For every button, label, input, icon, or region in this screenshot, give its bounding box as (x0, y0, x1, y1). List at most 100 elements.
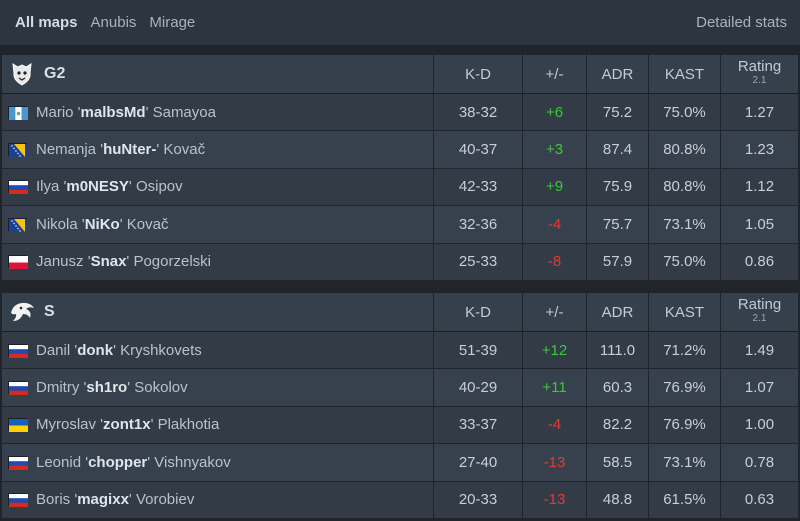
player-row: Janusz 'Snax' Pogorzelski 25-33 -8 57.9 75.0… (2, 243, 798, 281)
player-name-link[interactable]: Boris 'magixx' Vorobiev (36, 491, 194, 508)
rating-version: 2.1 (752, 313, 767, 324)
rating-label: Rating (737, 296, 782, 313)
rating-value: 1.00 (720, 406, 798, 444)
ru-flag-icon (8, 180, 28, 195)
adr-value: 48.8 (586, 481, 648, 518)
team-stats-table-g2: G2 K-D +/- ADR KAST Rating 2.1 Mario 'ma… (2, 55, 798, 281)
rating-label: Rating (737, 58, 782, 75)
player-last-name: ' Pogorzelski (126, 253, 211, 271)
ru-flag-icon (8, 343, 28, 358)
adr-value: 75.9 (586, 168, 648, 206)
detailed-stats-link[interactable]: Detailed stats (696, 14, 787, 31)
player-row: Dmitry 'sh1ro' Sokolov 40-29 +11 60.3 76.9% 1… (2, 369, 798, 407)
player-cell: Nikola 'NiKo' Kovač (2, 206, 433, 242)
kd-value: 51-39 (433, 332, 522, 369)
kast-value: 80.8% (648, 168, 720, 206)
player-name-link[interactable]: Dmitry 'sh1ro' Sokolov (36, 379, 188, 396)
player-row: Boris 'magixx' Vorobiev 20-33 -13 48.8 61.5%… (2, 481, 798, 519)
kd-column-header[interactable]: K-D (433, 293, 522, 331)
player-nickname: magixx (77, 491, 129, 509)
player-name-link[interactable]: Mario 'malbsMd' Samayoa (36, 104, 216, 121)
player-name-link[interactable]: Ilya 'm0NESY' Osipov (36, 178, 183, 195)
plus-minus-column-header[interactable]: +/- (522, 293, 586, 331)
player-name-link[interactable]: Janusz 'Snax' Pogorzelski (36, 253, 211, 270)
player-name-link[interactable]: Leonid 'chopper' Vishnyakov (36, 454, 231, 471)
player-nickname: malbsMd (80, 103, 146, 121)
player-cell: Dmitry 'sh1ro' Sokolov (2, 369, 433, 405)
player-cell: Leonid 'chopper' Vishnyakov (2, 444, 433, 480)
adr-value: 87.4 (586, 131, 648, 168)
table-header: S K-D +/- ADR KAST Rating 2.1 (2, 293, 798, 332)
team-name[interactable]: S (44, 303, 55, 320)
player-first-name: Danil ' (36, 341, 78, 359)
team-stats-table-spirit: S K-D +/- ADR KAST Rating 2.1 Danil 'don… (2, 293, 798, 519)
player-name-link[interactable]: Nikola 'NiKo' Kovač (36, 216, 168, 233)
player-last-name: ' Kryshkovets (113, 341, 202, 359)
tab-all-maps[interactable]: All maps (15, 14, 78, 31)
rating-column-header[interactable]: Rating 2.1 (720, 55, 798, 93)
player-name-link[interactable]: Nemanja 'huNter-' Kovač (36, 141, 205, 158)
kd-column-header[interactable]: K-D (433, 55, 522, 93)
map-tabs: All maps Anubis Mirage Detailed stats (0, 0, 800, 45)
plus-minus-column-header[interactable]: +/- (522, 55, 586, 93)
kd-value: 42-33 (433, 168, 522, 206)
rating-value: 1.07 (720, 369, 798, 406)
plus-minus-value: +11 (522, 369, 586, 406)
tab-anubis[interactable]: Anubis (90, 14, 137, 31)
player-cell: Janusz 'Snax' Pogorzelski (2, 244, 433, 280)
kast-column-header[interactable]: KAST (648, 293, 720, 331)
ru-flag-icon (8, 381, 28, 396)
player-cell: Ilya 'm0NESY' Osipov (2, 169, 433, 205)
rating-value: 0.63 (720, 481, 798, 518)
player-last-name: ' Sokolov (127, 379, 188, 397)
player-last-name: ' Samayoa (145, 103, 216, 121)
kd-value: 38-32 (433, 94, 522, 131)
adr-value: 60.3 (586, 369, 648, 406)
kd-value: 27-40 (433, 444, 522, 481)
player-cell: Nemanja 'huNter-' Kovač (2, 131, 433, 167)
player-first-name: Leonid ' (36, 453, 89, 471)
kd-value: 20-33 (433, 481, 522, 518)
g2-logo-icon[interactable] (8, 60, 36, 88)
adr-column-header[interactable]: ADR (586, 55, 648, 93)
player-row: Mario 'malbsMd' Samayoa 38-32 +6 75.2 75.0% 1… (2, 94, 798, 132)
player-row: Nemanja 'huNter-' Kovač 40-37 +3 87.4 80.8% 1… (2, 131, 798, 169)
player-last-name: ' Kovač (119, 215, 169, 233)
ua-flag-icon (8, 418, 28, 433)
plus-minus-value: -4 (522, 206, 586, 243)
plus-minus-value: +9 (522, 168, 586, 206)
kast-value: 80.8% (648, 131, 720, 168)
tab-mirage[interactable]: Mirage (149, 14, 196, 31)
player-cell: Mario 'malbsMd' Samayoa (2, 94, 433, 130)
player-cell: Myroslav 'zont1x' Plakhotia (2, 407, 433, 443)
kd-value: 33-37 (433, 406, 522, 444)
adr-value: 75.7 (586, 206, 648, 243)
kast-value: 61.5% (648, 481, 720, 518)
kast-value: 73.1% (648, 444, 720, 481)
kast-column-header[interactable]: KAST (648, 55, 720, 93)
player-name-link[interactable]: Danil 'donk' Kryshkovets (36, 342, 202, 359)
kd-value: 25-33 (433, 243, 522, 280)
team-name[interactable]: G2 (44, 65, 66, 82)
player-first-name: Myroslav ' (36, 416, 104, 434)
plus-minus-value: +6 (522, 94, 586, 131)
team-header: S (2, 293, 433, 331)
kd-value: 40-29 (433, 369, 522, 406)
adr-column-header[interactable]: ADR (586, 293, 648, 331)
spirit-logo-icon[interactable] (8, 298, 36, 326)
player-nickname: Snax (90, 253, 127, 271)
ba-flag-icon (8, 143, 28, 158)
player-nickname: chopper (88, 453, 148, 471)
table-header: G2 K-D +/- ADR KAST Rating 2.1 (2, 55, 798, 94)
player-last-name: ' Vorobiev (128, 491, 195, 509)
player-row: Nikola 'NiKo' Kovač 32-36 -4 75.7 73.1% 1.05 (2, 206, 798, 244)
plus-minus-value: +3 (522, 131, 586, 168)
player-last-name: ' Vishnyakov (147, 453, 231, 471)
player-nickname: NiKo (84, 215, 120, 233)
player-first-name: Dmitry ' (36, 379, 87, 397)
plus-minus-value: -4 (522, 406, 586, 444)
player-last-name: ' Kovač (156, 141, 206, 159)
rating-column-header[interactable]: Rating 2.1 (720, 293, 798, 331)
player-last-name: ' Osipov (128, 178, 183, 196)
player-name-link[interactable]: Myroslav 'zont1x' Plakhotia (36, 416, 219, 433)
